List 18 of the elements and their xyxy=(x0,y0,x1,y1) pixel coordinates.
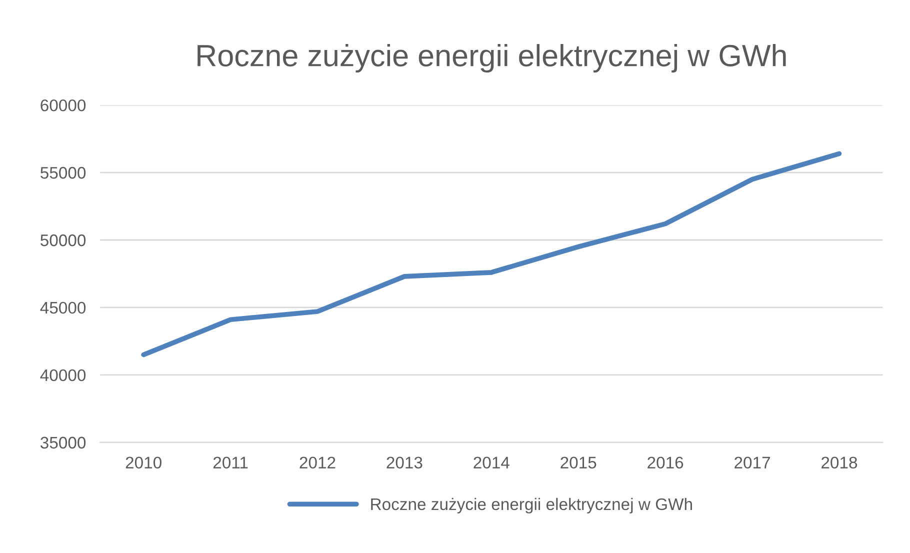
x-tick-label: 2017 xyxy=(734,456,770,469)
x-tick-label: 2011 xyxy=(213,456,248,469)
x-tick-label: 2012 xyxy=(300,456,336,469)
x-tick-label: 2018 xyxy=(822,456,858,469)
x-tick-label: 2015 xyxy=(560,456,596,469)
y-tick-label: 45000 xyxy=(40,302,86,314)
y-tick-label: 40000 xyxy=(40,369,86,382)
chart-title: Roczne zużycie energii elektrycznej w GWh xyxy=(198,44,786,73)
x-tick-label: 2016 xyxy=(648,456,684,469)
line-series xyxy=(141,151,842,358)
x-tick-label: 2014 xyxy=(474,456,510,469)
x-tick-label: 2010 xyxy=(126,456,162,469)
y-tick-label: 35000 xyxy=(40,436,86,449)
y-tick-label: 55000 xyxy=(40,166,86,179)
y-tick-label: 50000 xyxy=(40,234,86,246)
x-tick-label: 2013 xyxy=(386,456,422,469)
y-tick-label: 60000 xyxy=(40,99,86,112)
legend-label: Roczne zużycie energii elektrycznej w GWh xyxy=(371,498,692,514)
